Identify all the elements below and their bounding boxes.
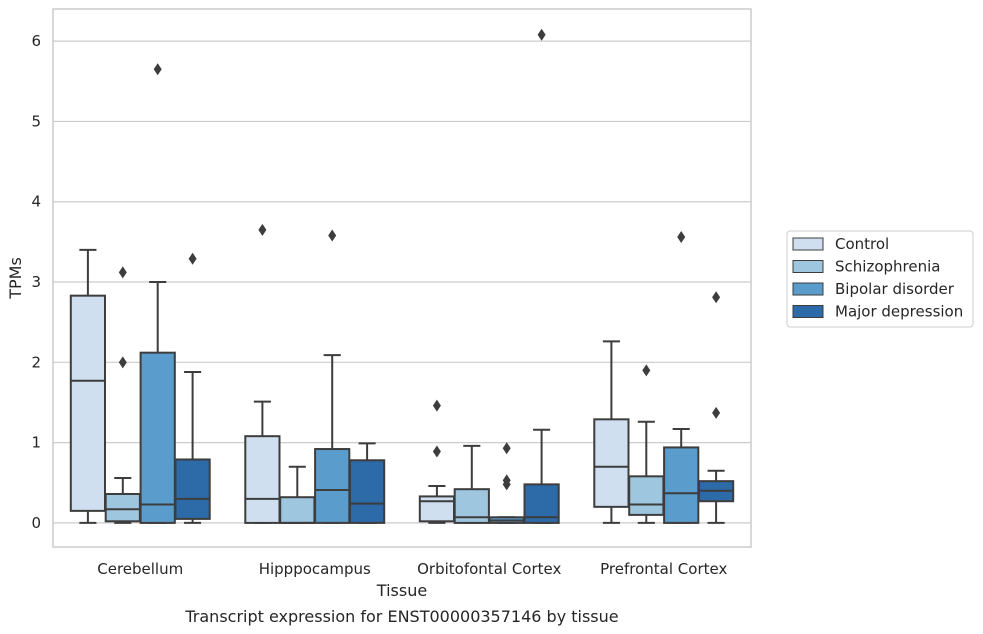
outlier-point [642,364,651,377]
box-control [418,399,456,524]
box-iqr [663,446,700,524]
legend: Control Schizophrenia Bipolar disorder Majo… [786,230,974,328]
box-iqr [279,496,316,524]
y-tick-label: 5 [31,112,41,130]
box-control [69,248,107,524]
outlier-point [432,445,441,458]
outlier-point [432,399,441,412]
outlier-point [258,223,267,236]
legend-label: Major depression [835,303,963,321]
outlier-point [502,442,511,455]
legend-frame [786,230,974,328]
y-axis-label: TPMs [6,257,25,300]
box-bipolar-disorder [663,231,700,524]
legend-swatch [792,260,824,273]
legend-label: Control [835,235,889,253]
y-tick-label: 6 [31,32,41,50]
outlier-point [188,252,197,265]
box-iqr [139,351,176,524]
box-control [593,340,630,524]
outlier-point [537,28,546,41]
y-tick-label: 4 [31,193,41,211]
box-schizophrenia [279,465,316,524]
box-bipolar-disorder [488,442,525,524]
outlier-point [677,231,686,244]
box-iqr [69,294,107,512]
box-schizophrenia [628,364,665,524]
box-major-depression [697,291,735,524]
legend-label: Bipolar disorder [835,280,955,298]
y-axis-ticks: 0 1 2 3 4 5 6 [31,32,41,532]
box-major-depression [174,252,211,524]
box-major-depression [523,28,560,524]
y-tick-label: 1 [31,434,41,452]
outlier-point [153,63,162,76]
x-tick-label: Orbitofontal Cortex [417,560,561,578]
box-iqr [244,435,281,524]
outlier-point [328,229,337,242]
legend-swatch [792,237,824,251]
x-tick-label: Hipppocampus [259,560,371,578]
box-iqr [593,418,630,508]
outlier-point [118,356,127,369]
outlier-point [712,291,721,304]
box-iqr [418,495,456,523]
box-iqr [104,493,141,523]
y-tick-label: 3 [31,273,41,291]
box-schizophrenia [104,266,141,524]
box-groups [69,28,735,524]
outlier-point [118,266,127,279]
y-tick-label: 0 [31,514,41,532]
legend-swatch [792,305,824,318]
box-bipolar-disorder [139,63,176,524]
box-schizophrenia [453,444,490,524]
box-iqr [174,458,211,520]
legend-label: Schizophrenia [835,258,940,276]
chart-caption: Transcript expression for ENST0000035714… [184,607,618,626]
outlier-point [502,474,511,487]
box-bipolar-disorder [314,229,351,524]
x-tick-label: Cerebellum [97,560,183,578]
x-axis-label: Tissue [376,581,427,600]
box-major-depression [348,442,386,524]
box-control [244,223,281,524]
outlier-point [712,406,721,419]
box-iqr [628,475,665,516]
plot-frame [52,8,752,548]
box-iqr [348,459,386,524]
legend-swatch [792,282,824,296]
y-tick-label: 2 [31,353,41,371]
x-axis-ticks: Cerebellum Hipppocampus Orbitofontal Corte… [97,560,727,578]
box-iqr [314,448,351,524]
x-tick-label: Prefrontal Cortex [600,560,727,578]
